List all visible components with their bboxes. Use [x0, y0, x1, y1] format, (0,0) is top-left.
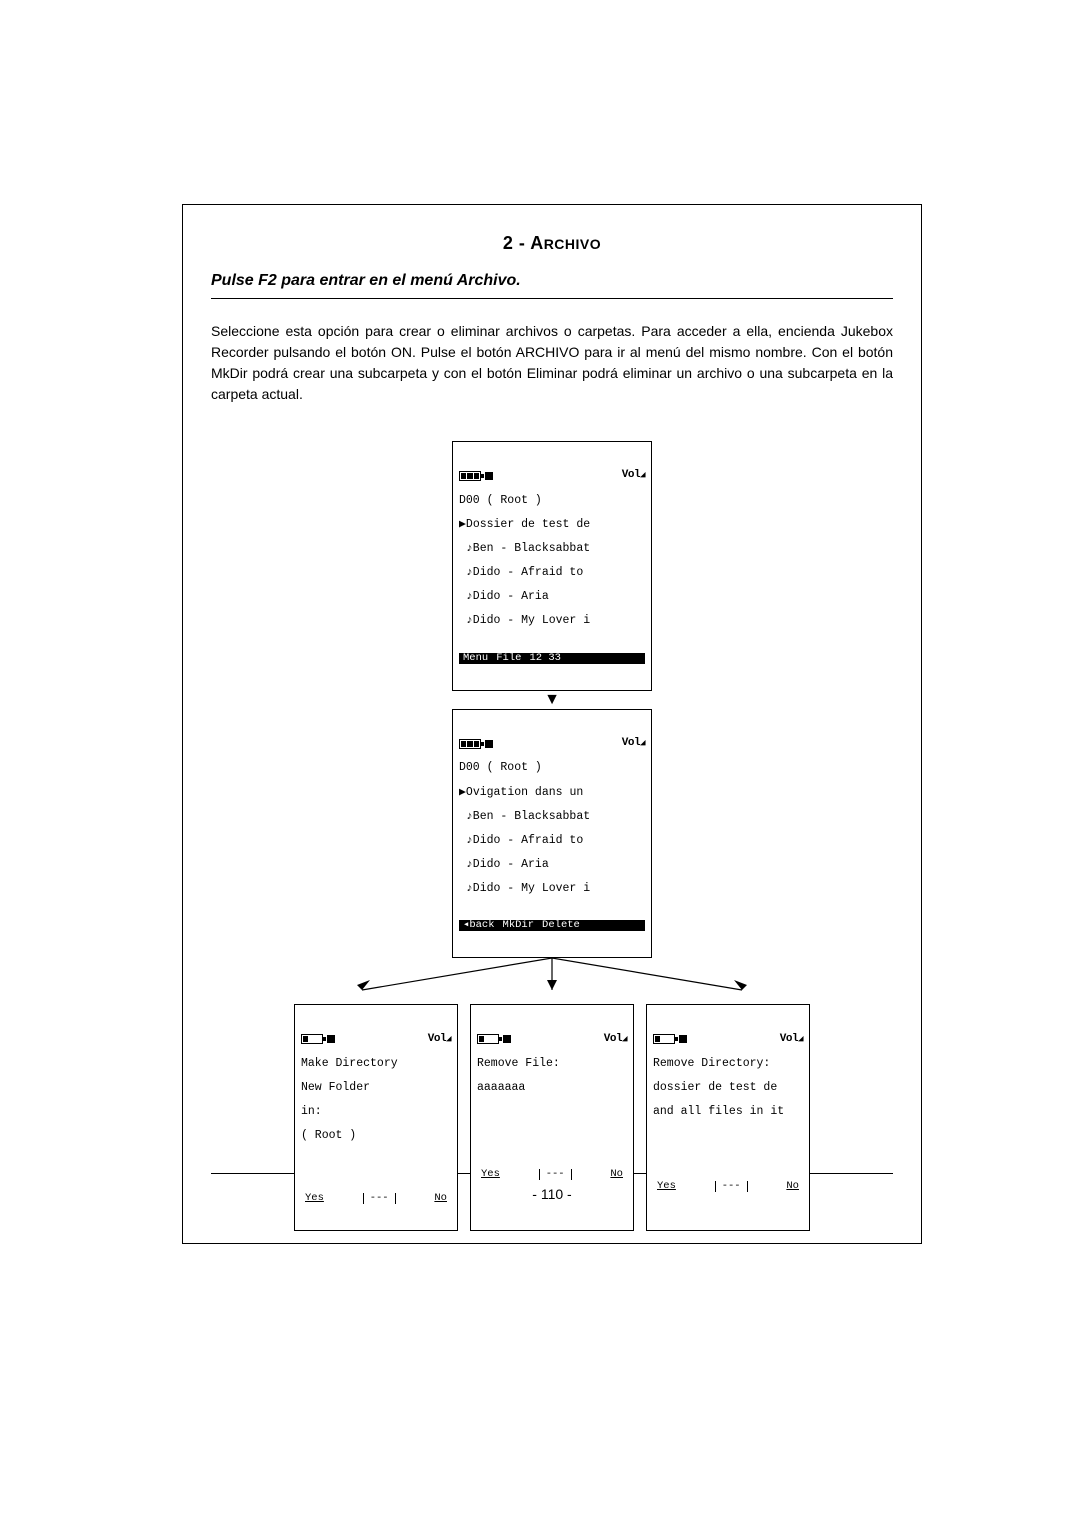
lcd2-line0: ▶Ovigation dans un: [459, 787, 645, 799]
lcd1-file: File: [492, 653, 525, 664]
lcd3-line3: ( Root ): [301, 1130, 451, 1142]
lcd2-root: D00 ( Root ): [459, 762, 645, 774]
stop-icon: [327, 1035, 335, 1043]
lcd-screen-remove-dir: Vol◢ Remove Directory: dossier de test d…: [646, 1004, 810, 1231]
lcd4-yes: Yes: [481, 1169, 500, 1180]
content-area: 2 - ARCHIVO Pulse F2 para entrar en el m…: [211, 233, 893, 1173]
lcd5-line2: and all files in it: [653, 1106, 803, 1118]
lcd3-no: No: [434, 1193, 447, 1204]
lcd1-line0: ▶Dossier de test de: [459, 519, 645, 531]
title-prefix: 2 -: [503, 233, 530, 253]
lcd-screen-1: Vol◢ D00 ( Root ) ▶Dossier de test de ♪B…: [452, 441, 652, 691]
lcd5-line0: Remove Directory:: [653, 1058, 803, 1070]
title-rest: RCHIVO: [544, 236, 601, 252]
battery-full-icon: [459, 471, 481, 481]
battery-low-icon: [301, 1034, 323, 1044]
lcd4-line1: aaaaaaa: [477, 1082, 627, 1094]
battery-low-icon: [477, 1034, 499, 1044]
lcd2-delete: Delete: [538, 920, 584, 931]
lcd2-line3: ♪Dido - Aria: [459, 859, 645, 871]
lcd3-line1: New Folder: [301, 1082, 451, 1094]
volume-label: Vol◢: [780, 1034, 803, 1046]
lcd3-line0: Make Directory: [301, 1058, 451, 1070]
lcd3-mid: ---: [363, 1193, 396, 1204]
volume-label: Vol◢: [622, 470, 645, 482]
lcd1-menu: Menu: [459, 653, 492, 664]
battery-low-icon: [653, 1034, 675, 1044]
lcd5-line1: dossier de test de: [653, 1082, 803, 1094]
lcd2-bottom-bar: ◂back MkDir Delete: [459, 920, 645, 931]
lcd-screen-mkdir: Vol◢ Make Directory New Folder in: ( Roo…: [294, 1004, 458, 1231]
lcd2-line4: ♪Dido - My Lover i: [459, 883, 645, 895]
volume-label: Vol◢: [622, 738, 645, 750]
volume-label: Vol◢: [428, 1034, 451, 1046]
branch-arrows: [292, 958, 812, 998]
stop-icon: [485, 740, 493, 748]
lcd3-line2: in:: [301, 1106, 451, 1118]
subtitle-rule: [211, 298, 893, 299]
lcd1-root: D00 ( Root ): [459, 495, 645, 507]
lcd2-line2: ♪Dido - Afraid to: [459, 835, 645, 847]
lcd-screen-2: Vol◢ D00 ( Root ) ▶Ovigation dans un ♪Be…: [452, 709, 652, 959]
lcd2-mkdir: MkDir: [499, 920, 539, 931]
stop-icon: [485, 472, 493, 480]
lcd5-mid: ---: [715, 1181, 748, 1192]
page-frame: 2 - ARCHIVO Pulse F2 para entrar en el m…: [182, 204, 922, 1244]
lcd2-line1: ♪Ben - Blacksabbat: [459, 811, 645, 823]
lcd5-bottom: Yes --- No: [653, 1181, 803, 1192]
lcd4-no: No: [610, 1169, 623, 1180]
lcd4-line0: Remove File:: [477, 1058, 627, 1070]
lcd1-line3: ♪Dido - Aria: [459, 591, 645, 603]
lcd1-bottom-bar: Menu File 12 33: [459, 653, 645, 664]
section-title: 2 - ARCHIVO: [211, 233, 893, 254]
title-first-letter: A: [530, 233, 544, 253]
lcd1-line4: ♪Dido - My Lover i: [459, 615, 645, 627]
lcd1-line2: ♪Dido - Afraid to: [459, 567, 645, 579]
lcd1-time: 12 33: [525, 653, 565, 664]
stop-icon: [503, 1035, 511, 1043]
lcd3-yes: Yes: [305, 1193, 324, 1204]
lcd4-mid: ---: [539, 1169, 572, 1180]
lcd2-back: ◂back: [459, 920, 499, 931]
battery-full-icon: [459, 739, 481, 749]
body-paragraph: Seleccione esta opción para crear o elim…: [211, 321, 893, 405]
lcd4-bottom: Yes --- No: [477, 1169, 627, 1180]
lcd5-no: No: [786, 1181, 799, 1192]
lcd5-yes: Yes: [657, 1181, 676, 1192]
subtitle: Pulse F2 para entrar en el menú Archivo.: [211, 272, 893, 290]
lcd1-line1: ♪Ben - Blacksabbat: [459, 543, 645, 555]
volume-label: Vol◢: [604, 1034, 627, 1046]
stop-icon: [679, 1035, 687, 1043]
lcd-diagram: Vol◢ D00 ( Root ) ▶Dossier de test de ♪B…: [211, 441, 893, 1231]
lcd3-bottom: Yes --- No: [301, 1193, 451, 1204]
arrow-down-icon: ▼: [544, 691, 560, 709]
